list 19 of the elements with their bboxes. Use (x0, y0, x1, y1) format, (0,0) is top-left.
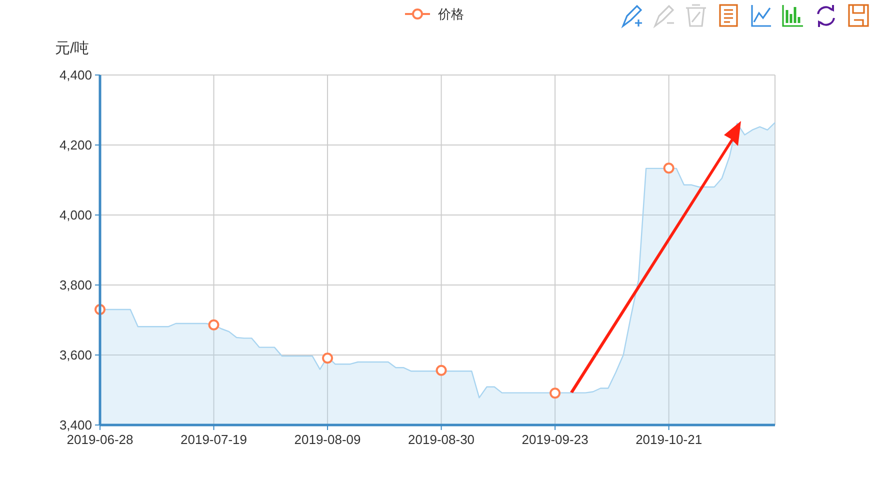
x-tick-label: 2019-08-09 (294, 432, 361, 447)
x-tick-label: 2019-09-23 (522, 432, 588, 447)
y-tick-label: 3,800 (59, 278, 92, 293)
point (208, 319, 220, 330)
y-tick-label: 4,400 (59, 68, 92, 83)
point (663, 162, 674, 174)
point (322, 352, 334, 364)
y-tick-label: 3,400 (59, 418, 92, 433)
x-tick-label: 2019-07-19 (180, 432, 248, 447)
y-axis-title: 元/吨 (55, 40, 90, 57)
point (550, 388, 561, 399)
x-tick-label: 2019-08-30 (408, 432, 475, 447)
y-tick-label: 4,200 (59, 138, 92, 153)
y-tick-label: 3,600 (59, 348, 92, 363)
x-tick-label: 2019-10-21 (636, 432, 702, 447)
point (436, 364, 447, 376)
x-tick-label: 2019-06-28 (66, 432, 134, 447)
y-tick-label: 4,000 (59, 208, 92, 223)
legend-label: 价格 (437, 6, 464, 22)
